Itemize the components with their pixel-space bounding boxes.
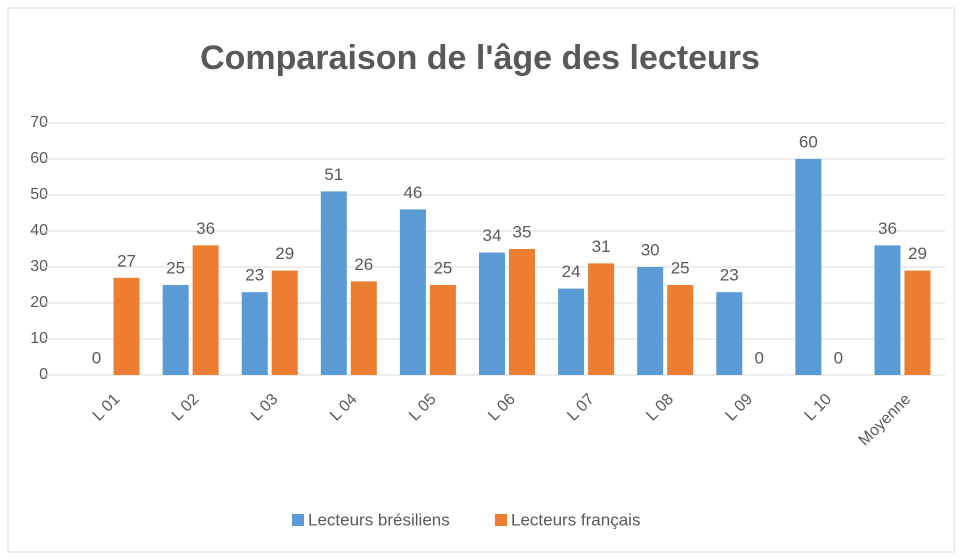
data-label: 25 [671,258,690,277]
data-label: 46 [403,183,422,202]
bar [637,267,664,375]
data-label: 25 [166,258,185,277]
legend-swatch [292,514,304,526]
data-label: 23 [245,266,264,285]
y-tick-label: 60 [30,150,48,167]
y-tick-label: 20 [30,294,48,311]
bar [271,270,298,375]
data-label: 36 [878,219,897,238]
data-label: 0 [92,348,101,367]
data-label: 26 [354,255,373,274]
y-tick-label: 70 [30,114,48,131]
data-label: 60 [799,132,818,151]
bar [667,285,694,375]
bar [904,270,931,375]
bar [162,285,189,375]
bar [350,281,377,375]
bar [320,191,347,375]
data-label: 29 [908,244,927,263]
legend-swatch [495,514,507,526]
y-tick-label: 10 [30,330,48,347]
data-label: 29 [275,244,294,263]
y-tick-label: 50 [30,186,48,203]
data-label: 0 [834,348,843,367]
bar [192,245,219,375]
chart-title: Comparaison de l'âge des lecteurs [200,39,760,77]
data-label: 23 [720,266,739,285]
bar [588,263,615,375]
bar [113,277,140,375]
data-label: 35 [513,222,532,241]
data-label: 25 [433,258,452,277]
legend-label: Lecteurs français [511,510,640,529]
y-tick-label: 30 [30,258,48,275]
bar [399,209,426,375]
bar [795,159,822,375]
bar [429,285,456,375]
bar [716,292,743,375]
bar [874,245,901,375]
data-label: 34 [483,226,502,245]
data-label: 27 [117,251,136,270]
data-label: 24 [562,262,581,281]
data-label: 36 [196,219,215,238]
bar [479,252,505,375]
bar [241,292,268,375]
legend-label: Lecteurs brésiliens [308,510,450,529]
y-tick-label: 40 [30,222,48,239]
data-label: 30 [641,240,660,259]
data-label: 51 [324,165,343,184]
bar [558,288,585,375]
bar [509,249,535,375]
data-label: 0 [755,348,764,367]
data-label: 31 [592,237,611,256]
